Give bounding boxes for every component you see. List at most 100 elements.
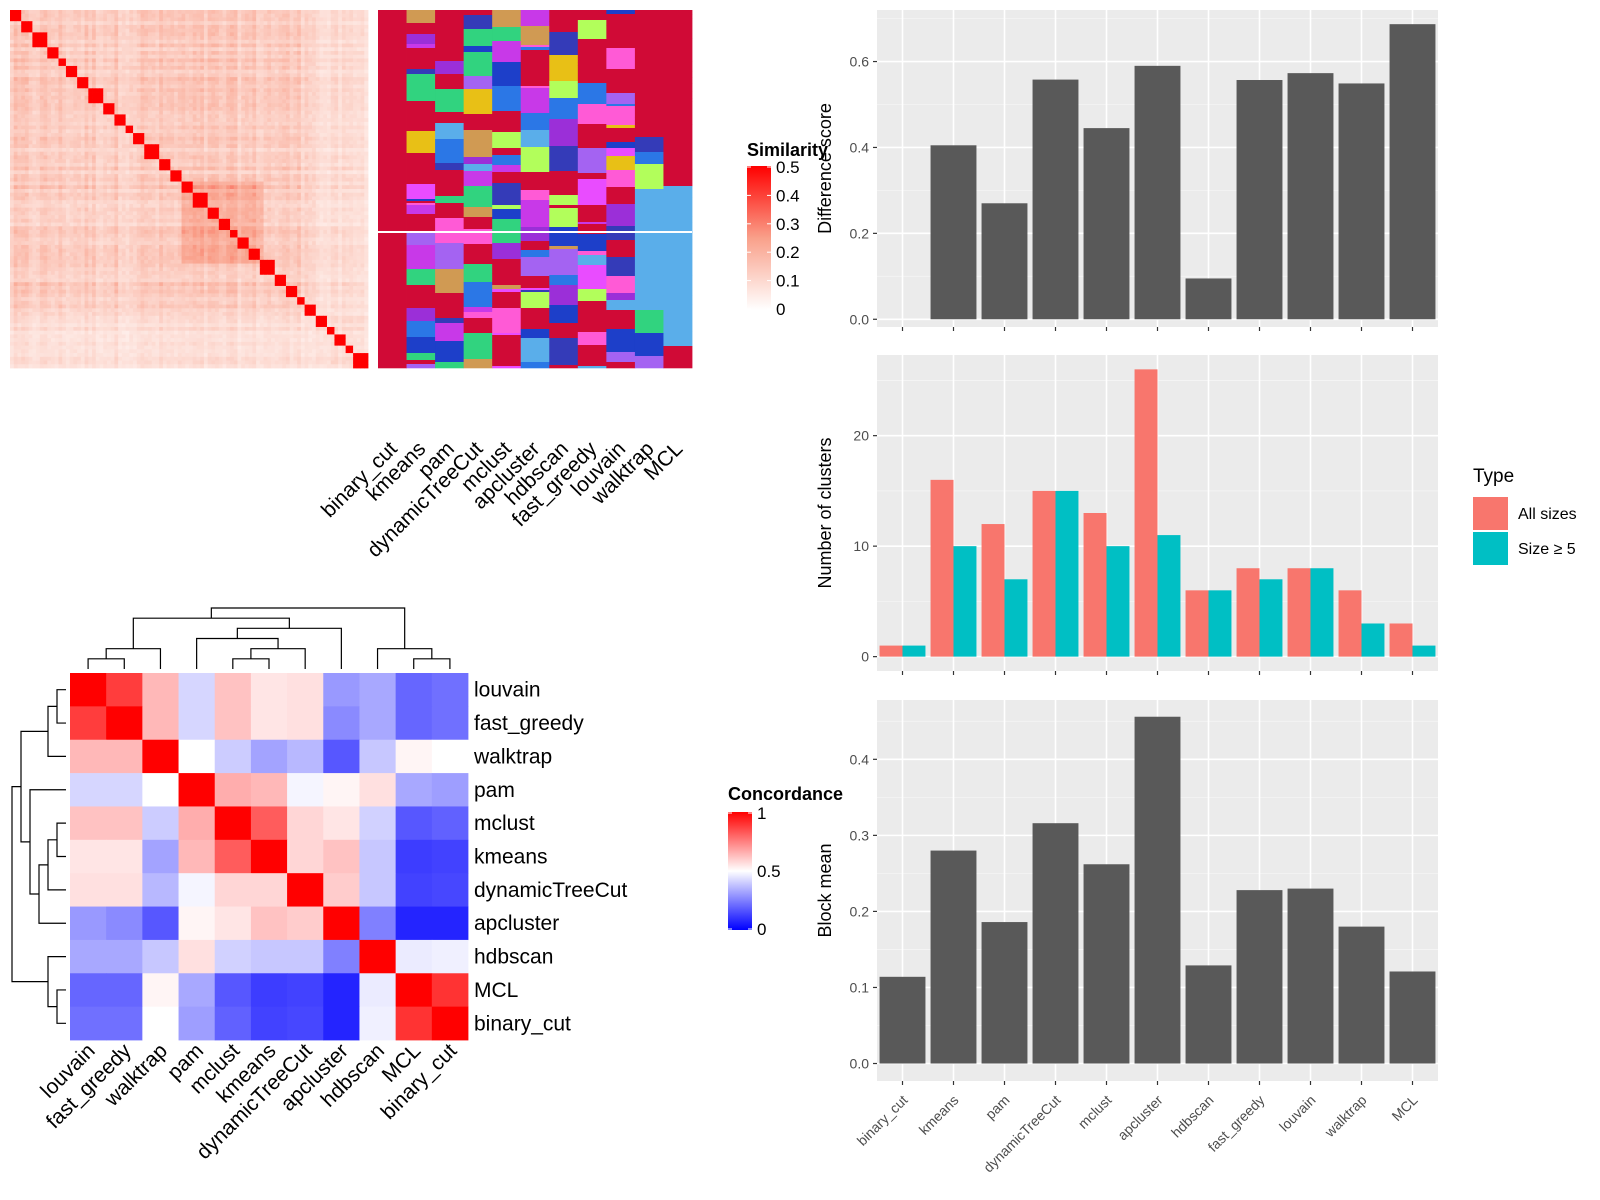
similarity-cell — [259, 177, 264, 182]
similarity-cell — [252, 28, 257, 33]
similarity-cell — [65, 114, 71, 119]
similarity-cell — [144, 118, 149, 123]
similarity-cell — [84, 129, 89, 134]
similarity-cell — [315, 69, 320, 74]
similarity-cell — [129, 166, 134, 171]
similarity-cell — [230, 10, 235, 15]
similarity-cell — [341, 21, 347, 26]
similarity-cell — [278, 73, 283, 78]
similarity-cell — [136, 103, 141, 108]
similarity-cell — [136, 10, 141, 15]
similarity-cell — [174, 51, 179, 56]
similarity-cell — [230, 177, 235, 182]
similarity-cell — [349, 121, 354, 127]
similarity-cell — [10, 47, 15, 52]
similarity-cell — [121, 140, 127, 145]
similarity-cell — [218, 84, 223, 89]
similarity-cell — [110, 140, 115, 145]
similarity-cell — [58, 13, 63, 18]
similarity-cell — [162, 189, 168, 194]
similarity-cell — [144, 121, 149, 127]
similarity-cell — [274, 84, 279, 89]
similarity-cell — [349, 185, 354, 190]
similarity-cell — [304, 88, 309, 93]
similarity-cell — [278, 196, 283, 201]
similarity-cell — [62, 77, 67, 82]
similarity-cell — [95, 39, 100, 44]
similarity-cell — [155, 10, 160, 15]
similarity-cell — [181, 103, 186, 108]
similarity-cell — [192, 140, 197, 145]
similarity-cell — [341, 162, 347, 168]
similarity-cell — [121, 185, 127, 190]
similarity-cell — [312, 106, 317, 112]
similarity-cell — [200, 13, 205, 18]
similarity-cell — [200, 32, 205, 37]
similarity-cell — [200, 28, 205, 33]
similarity-cell — [28, 36, 33, 41]
similarity-cell — [203, 39, 209, 44]
similarity-cell — [88, 174, 93, 179]
similarity-cell — [88, 125, 93, 130]
similarity-cell — [99, 10, 104, 15]
similarity-cell — [174, 73, 179, 78]
similarity-cell — [144, 77, 149, 82]
similarity-cell — [21, 73, 26, 78]
similarity-cell — [267, 155, 272, 160]
similarity-cell — [271, 99, 276, 104]
similarity-cell — [248, 28, 253, 33]
similarity-cell — [203, 200, 209, 205]
similarity-cell — [88, 166, 93, 171]
similarity-cell — [189, 24, 194, 30]
similarity-cell — [271, 159, 276, 164]
similarity-cell — [200, 106, 205, 112]
similarity-cell — [304, 155, 309, 160]
similarity-cell — [155, 147, 160, 153]
similarity-cell — [271, 200, 276, 205]
similarity-cell — [24, 151, 30, 156]
similarity-cell — [215, 13, 220, 18]
similarity-cell — [136, 65, 141, 71]
similarity-cell — [226, 118, 231, 123]
similarity-cell — [338, 181, 343, 186]
similarity-cell — [147, 43, 153, 48]
similarity-cell — [196, 103, 201, 108]
similarity-cell — [312, 118, 317, 123]
similarity-cell — [24, 106, 30, 112]
similarity-cell — [118, 192, 123, 197]
similarity-cell — [69, 51, 74, 56]
similarity-cell — [326, 58, 332, 63]
similarity-cell — [177, 136, 182, 141]
similarity-cell — [155, 144, 160, 149]
similarity-cell — [32, 65, 37, 71]
similarity-cell — [341, 103, 347, 108]
similarity-cell — [51, 144, 56, 149]
similarity-cell — [326, 36, 332, 41]
similarity-cell — [278, 32, 283, 37]
similarity-cell — [170, 118, 175, 123]
similarity-cell — [58, 32, 63, 37]
similarity-cell — [271, 95, 276, 100]
similarity-cell — [77, 13, 82, 18]
similarity-cell — [17, 144, 22, 149]
similarity-cell — [226, 36, 231, 41]
similarity-cell — [360, 121, 365, 127]
similarity-cell — [293, 13, 298, 18]
similarity-cell — [65, 200, 71, 205]
similarity-cell — [125, 121, 130, 127]
similarity-cell — [237, 58, 242, 63]
similarity-cell — [304, 13, 309, 18]
similarity-cell — [88, 129, 93, 134]
similarity-cell — [271, 84, 276, 89]
similarity-cell — [353, 185, 358, 190]
similarity-cell — [237, 118, 242, 123]
similarity-cell — [162, 36, 168, 41]
similarity-cell — [326, 43, 332, 48]
similarity-cell — [364, 185, 369, 190]
similarity-cell — [278, 177, 283, 182]
similarity-cell — [88, 77, 93, 82]
similarity-cell — [62, 200, 67, 205]
similarity-cell — [345, 80, 350, 85]
similarity-cell — [315, 196, 320, 201]
similarity-cell — [211, 114, 216, 119]
